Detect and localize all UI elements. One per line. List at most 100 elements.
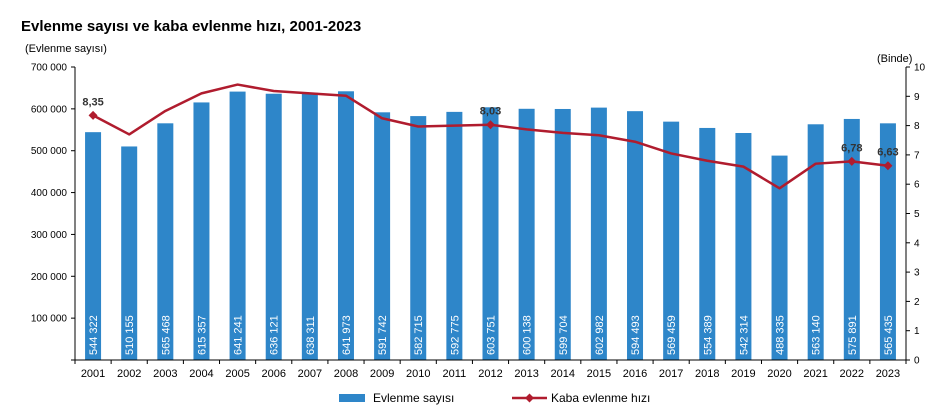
line-value-label: 8,03 [480, 106, 501, 118]
bar [699, 127, 716, 360]
bar [518, 108, 535, 360]
left-tick-label: 700 000 [31, 63, 68, 74]
x-tick-label: 2023 [876, 368, 900, 380]
bar [229, 91, 246, 360]
bar-value-label: 594 493 [630, 315, 642, 355]
bar-value-label: 638 311 [305, 316, 317, 355]
bar [374, 112, 391, 360]
x-tick-label: 2005 [225, 368, 249, 380]
right-axis-title: (Binde) [877, 53, 912, 65]
bar [337, 91, 354, 360]
bar [590, 107, 607, 360]
chart-title: Evlenme sayısı ve kaba evlenme hızı, 200… [21, 18, 361, 35]
right-tick-label: 0 [914, 356, 920, 367]
line-point-marker [847, 156, 857, 166]
bar [85, 132, 102, 360]
bar-value-label: 565 435 [883, 315, 895, 355]
right-tick-label: 3 [914, 268, 920, 279]
bar-value-label: 592 775 [449, 315, 461, 355]
x-tick-label: 2020 [767, 368, 791, 380]
bar [193, 102, 210, 360]
legend: Evlenme sayısı Kaba evlenme hızı [339, 391, 650, 405]
bar [843, 118, 860, 360]
x-tick-label: 2008 [334, 368, 358, 380]
bar-value-label: 641 973 [341, 315, 353, 355]
bar-value-label: 542 314 [738, 315, 750, 355]
left-tick-label: 400 000 [31, 188, 68, 199]
right-tick-label: 2 [914, 297, 920, 308]
right-tick-label: 8 [914, 121, 920, 132]
bar [446, 111, 463, 361]
bar-value-label: 615 357 [196, 315, 208, 355]
x-tick-label: 2017 [659, 368, 683, 380]
bar-value-label: 554 389 [702, 315, 714, 355]
legend-line-marker [525, 393, 534, 403]
line-point-marker [883, 161, 893, 171]
x-tick-label: 2001 [81, 368, 105, 380]
right-tick-label: 1 [914, 326, 920, 337]
x-tick-label: 2013 [514, 368, 538, 380]
x-tick-label: 2022 [840, 368, 864, 380]
x-tick-label: 2009 [370, 368, 394, 380]
x-tick-label: 2003 [153, 368, 177, 380]
left-tick-label: 200 000 [31, 272, 68, 283]
bar [627, 111, 644, 360]
bar-value-label: 563 140 [811, 315, 823, 355]
bar-value-label: 603 751 [486, 315, 498, 355]
right-tick-label: 4 [914, 238, 920, 249]
x-tick-label: 2004 [189, 368, 213, 380]
x-tick-label: 2006 [261, 368, 285, 380]
left-tick-label: 500 000 [31, 146, 68, 157]
bar [121, 146, 138, 360]
right-tick-label: 10 [914, 63, 926, 74]
bar-value-label: 565 468 [160, 315, 172, 355]
bar-value-label: 591 742 [377, 315, 389, 355]
bar [879, 123, 896, 360]
x-tick-label: 2019 [731, 368, 755, 380]
legend-line-label: Kaba evlenme hızı [551, 391, 650, 405]
bar-value-label: 510 155 [124, 315, 136, 355]
right-tick-label: 7 [914, 150, 920, 161]
bar [482, 107, 499, 360]
bar-value-label: 544 322 [88, 315, 100, 355]
bar [663, 121, 680, 360]
legend-bar-swatch [339, 394, 365, 402]
right-tick-label: 9 [914, 92, 920, 103]
bar [807, 124, 824, 361]
x-tick-label: 2010 [406, 368, 430, 380]
x-tick-label: 2012 [478, 368, 502, 380]
line-point-marker [486, 120, 495, 130]
bar-value-label: 599 704 [558, 315, 570, 355]
bar-value-label: 569 459 [666, 315, 678, 355]
bar [157, 123, 174, 360]
line-value-label: 6,63 [877, 147, 898, 159]
bar-value-label: 602 982 [594, 315, 606, 355]
bar [771, 155, 788, 360]
x-tick-label: 2002 [117, 368, 141, 380]
line-point-marker [88, 110, 98, 120]
bar-value-label: 575 891 [847, 315, 859, 355]
x-tick-label: 2007 [298, 368, 322, 380]
axes-group: 100 000 200 000 300 000 400 000 500 000 600 0… [31, 63, 926, 381]
bar-value-label: 600 138 [522, 315, 534, 355]
x-tick-label: 2014 [551, 368, 575, 380]
bar-value-label: 488 335 [775, 315, 787, 355]
x-tick-label: 2018 [695, 368, 719, 380]
bar-value-label: 636 121 [269, 315, 281, 355]
x-tick-label: 2015 [587, 368, 611, 380]
left-tick-label: 600 000 [31, 104, 68, 115]
line-group: 8,35 8,03 6,78 6,63 [82, 83, 899, 190]
legend-bar-label: Evlenme sayısı [373, 391, 454, 405]
right-tick-label: 6 [914, 180, 920, 191]
bar [735, 133, 752, 360]
bar [301, 92, 318, 360]
left-tick-label: 300 000 [31, 230, 68, 241]
bar-value-label: 582 715 [413, 315, 425, 355]
line-value-label: 8,35 [82, 96, 103, 108]
x-tick-label: 2021 [803, 368, 827, 380]
bar [265, 93, 282, 361]
left-tick-label: 100 000 [31, 314, 68, 325]
left-axis-title: (Evlenme sayısı) [25, 43, 107, 55]
